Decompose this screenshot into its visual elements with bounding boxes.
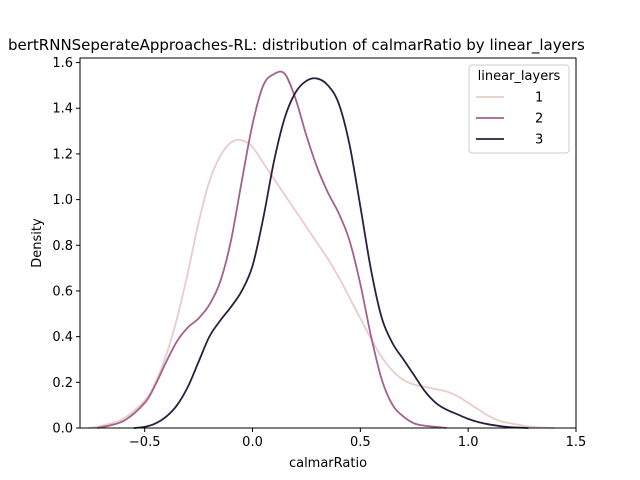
- y-axis: 0.0 0.2 0.4 0.6 0.8 1.0 1.2 1.4 1.6: [52, 56, 80, 437]
- y-axis-label: Density: [30, 218, 45, 268]
- y-tick-label: 0.6: [52, 284, 73, 299]
- y-tick-label: 1.2: [52, 147, 73, 162]
- legend-items: 1 2 3: [476, 91, 543, 148]
- chart-title: bertRNNSeperateApproaches-RL: distributi…: [8, 36, 585, 55]
- x-tick-label: 0.5: [350, 435, 371, 450]
- series-line-2: [97, 70, 447, 429]
- legend: linear_layers 1 2 3: [468, 64, 570, 154]
- legend-title: linear_layers: [478, 69, 561, 84]
- x-tick-label: 1.5: [566, 435, 587, 450]
- x-axis: −0.5 0.0 0.5 1.0 1.5: [129, 428, 586, 450]
- y-tick-label: 1.0: [52, 193, 73, 208]
- y-tick-label: 1.4: [52, 102, 73, 117]
- series-line-3: [133, 77, 529, 429]
- y-tick-label: 0.2: [52, 376, 73, 391]
- legend-label-2: 2: [535, 112, 543, 127]
- x-tick-label: −0.5: [129, 435, 161, 450]
- legend-label-1: 1: [535, 91, 543, 106]
- y-tick-label: 0.0: [52, 422, 73, 437]
- y-tick-label: 0.8: [52, 239, 73, 254]
- plot-area: [88, 70, 555, 429]
- y-tick-label: 0.4: [52, 330, 73, 345]
- legend-label-3: 3: [535, 133, 543, 148]
- legend-box: [468, 64, 570, 154]
- y-tick-label: 1.6: [52, 56, 73, 71]
- series-line-1: [88, 138, 555, 429]
- axes-frame: [79, 57, 577, 429]
- x-tick-label: 0.0: [242, 435, 263, 450]
- x-tick-label: 1.0: [458, 435, 479, 450]
- x-axis-label: calmarRatio: [289, 456, 367, 471]
